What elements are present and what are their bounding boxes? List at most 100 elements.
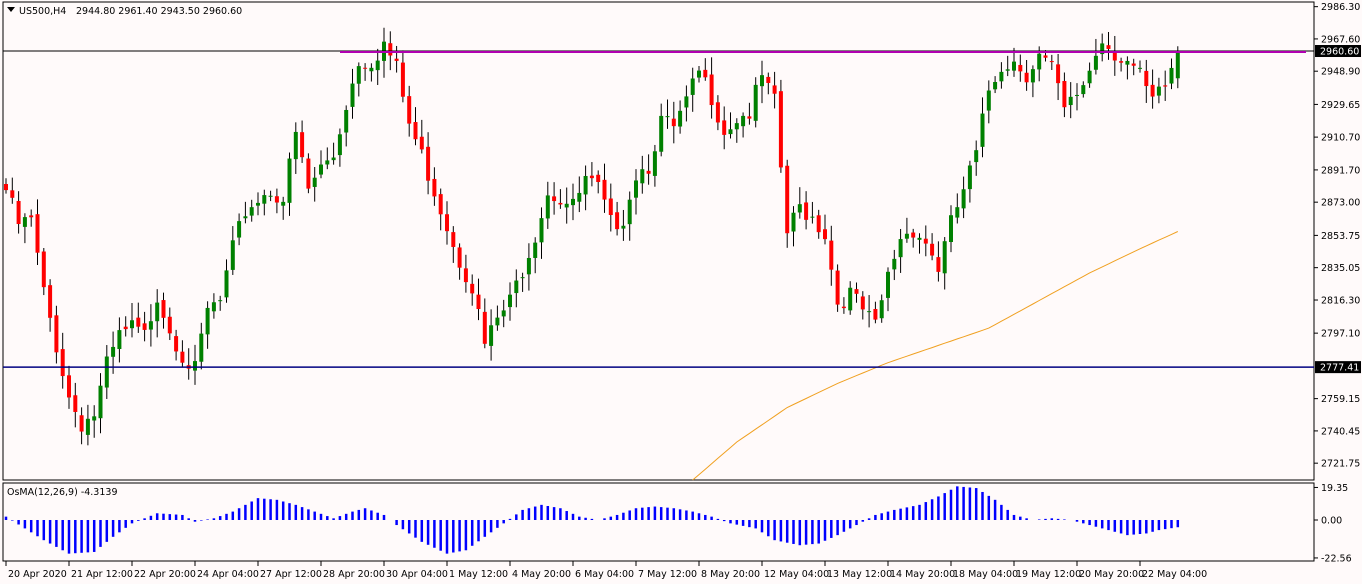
candle	[35, 199, 40, 266]
candle-body	[262, 195, 267, 204]
candle-body	[772, 85, 777, 94]
candle	[482, 298, 487, 349]
candle	[1068, 82, 1073, 119]
price-tick-label: 2853.75	[1321, 231, 1360, 242]
candle	[281, 196, 286, 220]
candle	[199, 322, 204, 370]
candle-body	[1012, 61, 1016, 71]
time-tick-label: 27 Apr 12:00	[260, 569, 322, 580]
candle	[659, 103, 664, 157]
candle	[772, 71, 777, 109]
candle	[1100, 33, 1105, 62]
candle	[274, 188, 279, 214]
candle-body	[898, 239, 903, 258]
candle	[936, 241, 941, 282]
candle-body	[627, 199, 632, 225]
candle-body	[29, 215, 34, 218]
candle	[29, 209, 34, 227]
candle-body	[879, 300, 884, 319]
symbol-dropdown-icon[interactable]	[7, 7, 15, 12]
candle-body	[426, 146, 431, 181]
price-tick-label: 2986.30	[1321, 2, 1360, 13]
time-tick-label: 14 May 20:00	[890, 569, 955, 580]
time-tick-label: 20 May 20:00	[1079, 569, 1144, 580]
candle	[312, 166, 317, 202]
moving-average-line	[692, 231, 1179, 481]
candle	[325, 147, 330, 170]
candle-body	[816, 215, 821, 233]
candle	[262, 189, 267, 216]
price-tick-label: 2929.65	[1321, 100, 1360, 111]
candle	[268, 190, 273, 202]
candle	[1125, 56, 1130, 80]
candle	[1005, 55, 1010, 77]
current-price-label: 2960.60	[1320, 47, 1359, 58]
candle-body	[60, 349, 65, 377]
time-tick-label: 22 May 04:00	[1142, 569, 1207, 580]
current-price-box	[1315, 45, 1361, 58]
price-tick-label: 2740.45	[1321, 426, 1360, 437]
osma-label: OsMA(12,26,9) -4.3139	[7, 487, 117, 498]
candle	[350, 68, 355, 119]
candle	[690, 67, 695, 112]
time-tick-label: 18 May 04:00	[953, 569, 1018, 580]
candle-body	[495, 317, 500, 326]
candle	[1081, 81, 1086, 98]
price-tick-label: 2873.00	[1321, 198, 1360, 209]
candle-body	[564, 203, 569, 208]
candle-body	[161, 300, 166, 318]
candle	[98, 373, 103, 434]
candle-body	[48, 285, 53, 318]
candle	[533, 237, 538, 274]
candle	[375, 48, 380, 85]
candle	[10, 177, 15, 204]
candle-body	[482, 311, 487, 344]
candle	[621, 209, 626, 241]
candle	[193, 344, 197, 385]
candle	[577, 176, 582, 213]
candle	[860, 291, 865, 320]
time-tick-label: 8 May 20:00	[701, 569, 760, 580]
candle-body	[337, 134, 342, 156]
candle-body	[274, 196, 279, 203]
candle	[1106, 32, 1111, 60]
candle-body	[860, 296, 865, 310]
price-tick-label: 2910.70	[1321, 133, 1360, 144]
candle	[886, 267, 890, 312]
candle-body	[1049, 61, 1054, 63]
candle	[1030, 65, 1035, 98]
candle-body	[407, 96, 412, 124]
candle	[766, 72, 771, 95]
candle-body	[911, 232, 916, 238]
candle-body	[73, 395, 78, 412]
candle	[117, 317, 122, 363]
candle	[1087, 62, 1092, 88]
candle-body	[955, 207, 960, 218]
candle	[848, 281, 853, 315]
candle-body	[249, 207, 254, 216]
candle	[1131, 58, 1136, 76]
candle	[1150, 69, 1155, 109]
candle-body	[1081, 85, 1086, 95]
candle-body	[646, 170, 651, 174]
price-tick-label: 2891.70	[1321, 165, 1360, 176]
candle	[331, 142, 336, 165]
candle-body	[1150, 84, 1155, 97]
candle-body	[363, 67, 368, 69]
candle-body	[986, 90, 991, 111]
candle-body	[841, 306, 846, 309]
candle-body	[715, 102, 720, 123]
candle-body	[1018, 64, 1023, 72]
candle-body	[306, 158, 311, 189]
osma-tick-label: 0.00	[1321, 516, 1342, 527]
candle	[785, 159, 790, 248]
candle-body	[791, 212, 796, 232]
candle-body	[652, 151, 657, 176]
candle	[514, 269, 519, 308]
candle	[671, 101, 676, 144]
candle	[955, 193, 960, 224]
candle	[243, 201, 248, 224]
candle	[1093, 38, 1098, 75]
candle-body	[508, 294, 512, 308]
